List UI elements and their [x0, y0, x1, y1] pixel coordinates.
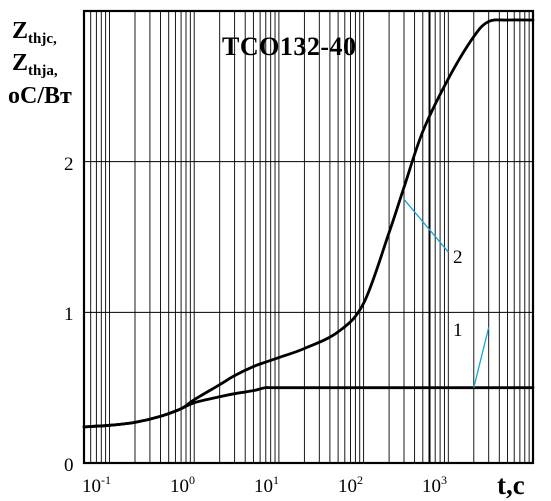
y-axis-label-line2: Zthja,: [12, 50, 58, 79]
grid: [84, 11, 533, 463]
plot-frame: [82, 9, 535, 465]
x-tick-label-4: 103: [422, 473, 447, 497]
series-label-1: 1: [453, 320, 463, 341]
y-tick-label-0: 0: [64, 455, 74, 476]
x-axis-label: t,c: [497, 470, 525, 500]
x-tick-label-2: 101: [254, 473, 279, 497]
y-axis-label-line1: Zthjc,: [12, 18, 57, 47]
y-tick-label-2: 2: [64, 154, 74, 175]
series-curve-2: [82, 18, 535, 429]
y-axis-label-line3: oC/Вт: [8, 83, 72, 109]
x-tick-label-0: 10-1: [82, 473, 111, 497]
annotation-leaders: [403, 198, 490, 388]
curves: [82, 18, 535, 429]
chart-title: TCO132-40: [222, 32, 357, 61]
x-tick-label-1: 100: [170, 473, 195, 497]
series-curve-1: [82, 386, 535, 429]
leader-line-2: [403, 198, 449, 253]
x-tick-label-3: 102: [338, 473, 363, 497]
series-label-2: 2: [453, 247, 463, 268]
leader-line-1: [473, 327, 490, 388]
y-tick-label-1: 1: [64, 304, 74, 325]
